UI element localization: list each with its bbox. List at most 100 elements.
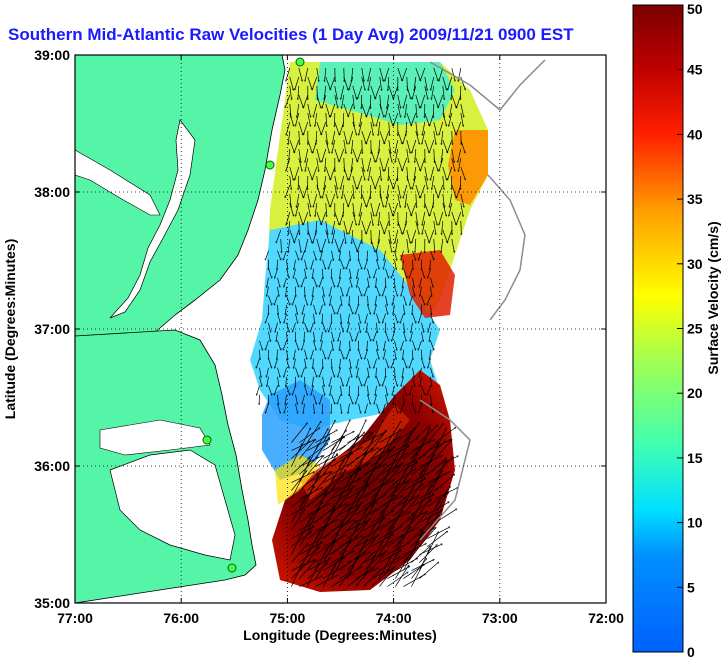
velocity-arrow [393,304,395,315]
velocity-arrow [430,112,435,126]
velocity-arrow [430,304,432,315]
velocity-arrow [411,444,423,467]
velocity-arrow [435,457,453,475]
velocity-arrow [275,358,278,368]
velocity-arrow [429,331,431,342]
velocity-arrow [358,349,362,359]
velocity-arrow [315,489,333,507]
velocity-arrow [331,340,334,351]
velocity-arrow [340,376,344,387]
velocity-arrow [424,202,430,216]
velocity-arrow [347,519,370,531]
velocity-arrow [397,157,403,171]
velocity-arrow [358,85,363,99]
velocity-arrow [349,367,352,378]
velocity-arrow [409,385,413,395]
velocity-arrow [355,536,378,547]
velocity-arrow [415,94,420,108]
velocity-arrow [394,349,397,360]
velocity-arrow [415,130,420,144]
velocity-arrow [321,211,327,225]
velocity-arrow [319,277,323,287]
velocity-arrow [347,536,365,555]
velocity-arrow [352,121,357,135]
velocity-arrow [378,229,381,244]
velocity-arrow [334,94,338,108]
velocity-arrow [431,85,435,100]
velocity-arrow [411,558,426,579]
velocity-arrow [451,94,457,108]
velocity-arrow [288,238,291,253]
velocity-arrow [298,67,303,81]
velocity-arrow [412,85,417,99]
velocity-arrow [328,349,332,359]
velocity-arrow [291,423,307,443]
velocity-arrow [266,367,269,378]
velocity-arrow [357,175,363,189]
velocity-arrow [307,444,318,467]
velocity-arrow [332,220,336,234]
velocity-arrow [323,445,336,467]
velocity-arrow [366,322,368,333]
colorbar-ticks: 0 5 10 15 20 25 30 35 40 45 50 [677,1,703,659]
velocity-arrow [343,193,349,207]
velocity-arrow [385,385,388,396]
velocity-arrow [295,250,299,260]
velocity-arrow [339,148,345,162]
velocity-arrow [268,385,272,395]
velocity-arrow [321,331,323,342]
velocity-arrow [387,566,409,579]
velocity-arrow [323,488,340,507]
velocity-arrow [419,516,439,531]
velocity-arrow [411,425,430,443]
x-tick-label: 72:00 [588,610,624,626]
velocity-arrow [405,103,408,118]
colorbar-tick-label: 0 [687,644,695,659]
velocity-arrow [304,331,305,342]
velocity-arrow [340,295,342,306]
velocity-arrow [363,448,381,467]
velocity-arrow [303,313,305,324]
velocity-arrow [339,555,359,571]
velocity-arrow [362,139,363,154]
colorbar-tick-label: 15 [687,450,703,466]
velocity-arrow [277,349,278,360]
velocity-arrow [355,331,359,341]
velocity-arrow [325,157,327,172]
radar-site-marker [227,563,237,573]
velocity-arrow [352,184,354,199]
velocity-arrow [303,184,309,198]
velocity-arrow [339,507,359,523]
velocity-arrow [370,211,373,226]
velocity-arrow [332,139,336,153]
velocity-arrow [384,250,386,261]
velocity-arrow [284,277,287,287]
velocity-arrow [430,259,431,270]
velocity-arrow [330,193,336,207]
velocity-arrow [342,94,345,109]
velocity-arrow [388,139,391,154]
land-mask [74,54,286,604]
velocity-arrow [433,130,436,145]
velocity-arrow [302,394,305,405]
velocity-arrow [315,112,318,127]
velocity-arrow [394,259,397,270]
velocity-arrow [388,166,389,181]
x-tick-label: 76:00 [163,610,199,626]
velocity-arrow [305,67,309,81]
velocity-arrow [433,220,436,235]
velocity-arrow [340,322,344,332]
velocity-arrow [411,439,427,459]
velocity-arrow [352,202,355,217]
velocity-arrow [286,211,291,225]
velocity-arrow [400,313,404,323]
velocity-arrow [340,121,345,135]
velocity-arrow [395,497,414,515]
velocity-arrow [424,229,430,243]
velocity-arrow [370,85,376,99]
velocity-arrow [348,403,350,414]
velocity-arrow [291,501,304,523]
velocity-arrow [334,85,338,99]
velocity-arrow [260,349,261,360]
velocity-arrow [379,533,392,555]
